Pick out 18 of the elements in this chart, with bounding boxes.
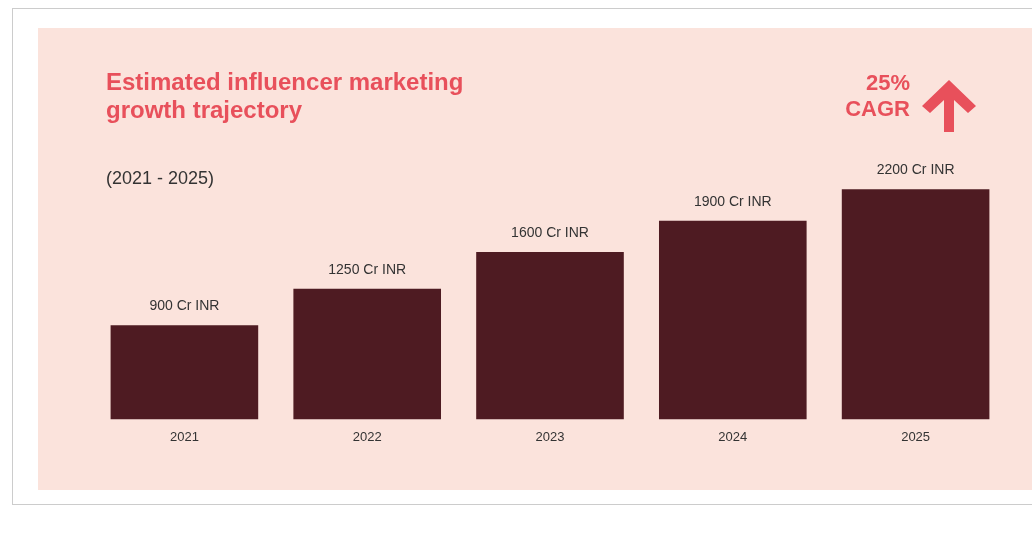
x-tick-label: 2024 <box>718 428 748 444</box>
data-label: 1600 Cr INR <box>511 223 589 240</box>
data-label: 2200 Cr INR <box>876 161 955 178</box>
data-label: 900 Cr INR <box>149 297 220 314</box>
text: 25% CAGR <box>844 70 910 122</box>
bar <box>476 252 624 420</box>
bar <box>293 288 442 420</box>
bar <box>841 189 990 420</box>
x-tick-label: 2023 <box>535 428 565 444</box>
chart-title: Estimated influencer marketing growth trajectory <box>106 68 465 124</box>
x-tick-label: 2022 <box>352 428 382 444</box>
bar <box>110 325 259 420</box>
bar <box>659 220 807 420</box>
chart-subtitle: (2021 - 2025) <box>106 168 215 189</box>
x-tick-label: 2025 <box>901 428 931 444</box>
data-label: 1250 Cr INR <box>328 260 407 277</box>
x-tick-label: 2021 <box>169 428 199 444</box>
data-label: 1900 Cr INR <box>693 192 772 209</box>
